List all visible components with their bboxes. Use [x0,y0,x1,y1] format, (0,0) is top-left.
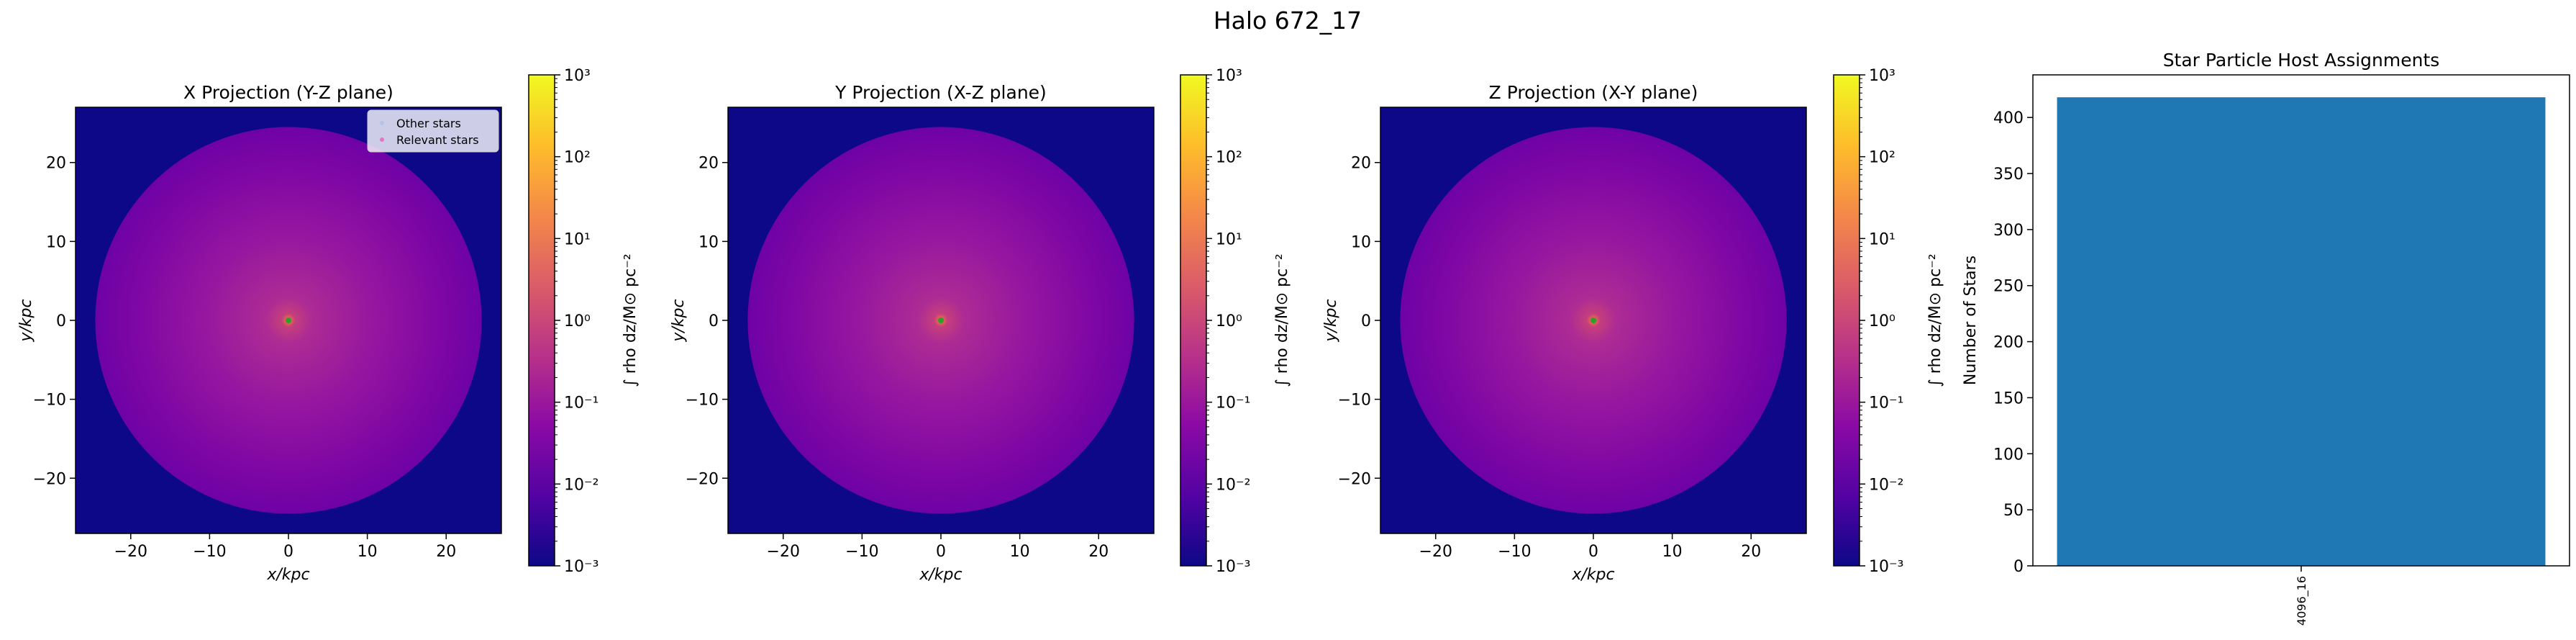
y-tick-label: 400 [1993,109,2024,127]
colorbar-tick-label: 10⁻³ [564,558,599,576]
colorbar-label: ∫ rho dz/M⊙ pc⁻² [622,253,640,387]
y-tick-label: −10 [1338,392,1371,410]
x-tick-label: 20 [436,543,456,561]
y-tick-label: 350 [1993,166,2024,184]
y-tick-label: −20 [1338,470,1371,488]
central-star-marker [286,317,291,323]
projection-panel-3: −20 −10 0 10 20 −20 −10 0 10 20 Z Projection (X-Y … [1322,67,1944,584]
colorbar-tick-label: 10³ [1216,67,1242,85]
colorbar-tick-label: 10¹ [1869,230,1895,248]
figure-title: Halo 672_17 [1214,6,1362,35]
x-axis-label: x/kpc [266,566,309,584]
y-tick-label: −10 [686,392,719,410]
colorbar-tick-label: 10⁰ [564,312,591,330]
y-tick-label: 100 [1993,446,2024,464]
projection-panel-1: −20 −10 0 10 20 −20 −10 0 10 20 X Projection (Y-Z … [17,67,640,584]
y-axis-label: Number of Stars [1962,256,1980,385]
x-tick-label: −10 [193,543,226,561]
x-tick-label: 0 [1588,543,1598,561]
x-tick-label: 20 [1741,543,1761,561]
x-axis-label: x/kpc [1571,566,1614,584]
axes-frame [2032,74,2570,567]
y-tick-label: −10 [33,392,66,410]
y-tick-label: 50 [2003,502,2024,520]
x-tick-label: −20 [114,543,147,561]
x-tick-label: −10 [1498,543,1531,561]
colorbar-tick-label: 10¹ [564,230,591,248]
panel-title: X Projection (Y-Z plane) [183,82,393,103]
colorbar-tick-label: 10⁰ [1216,312,1242,330]
colorbar-bar [1180,74,1207,567]
legend-marker-other-stars [380,121,384,125]
colorbar-tick-label: 10² [1869,149,1895,167]
y-tick-label: 10 [1351,233,1371,251]
y-tick-label: 300 [1993,222,2024,240]
colorbar-label: ∫ rho dz/M⊙ pc⁻² [1926,253,1944,387]
legend-label: Relevant stars [396,133,479,147]
y-tick-label: 200 [1993,334,2024,352]
y-tick-label: 10 [46,233,66,251]
x-tick-label: −20 [1419,543,1452,561]
colorbar: 10⁻³ 10⁻² 10⁻¹ 10⁰ 10¹ 10² 10³ ∫ rho dz/M⊙ pc⁻² [1180,67,1291,576]
legend-marker-relevant-stars [380,138,384,142]
colorbar: 10⁻³ 10⁻² 10⁻¹ 10⁰ 10¹ 10² 10³ ∫ rho dz/M⊙ pc⁻² [1833,67,1944,576]
panel-title: Z Projection (X-Y plane) [1489,82,1698,103]
colorbar-tick-label: 10⁻³ [1869,558,1903,576]
colorbar-tick-label: 10⁰ [1869,312,1895,330]
x-tick-label: 4096_16 [2295,576,2309,626]
colorbar-tick-label: 10⁻³ [1216,558,1250,576]
legend-label: Other stars [396,117,461,130]
y-axis-label: y/kpc [17,299,35,342]
y-axis-label: y/kpc [1322,299,1340,342]
y-tick-label: −20 [686,470,719,488]
y-axis-label: y/kpc [670,299,688,342]
colorbar-bar [1833,74,1860,567]
y-tick-label: 0 [56,312,66,330]
colorbar-tick-label: 10⁻² [564,476,599,494]
y-tick-label: 0 [709,312,719,330]
panel-title: Star Particle Host Assignments [2163,50,2440,71]
colorbar-tick-label: 10³ [1869,67,1895,85]
colorbar-bar [528,74,555,567]
colorbar-tick-label: 10⁻¹ [1869,395,1903,413]
bar-chart-panel: 4096_16 0 50 100 150 200 250 300 350 400 Star Part… [1962,50,2570,626]
y-tick-label: 0 [1361,312,1371,330]
colorbar-tick-label: 10⁻² [1216,476,1250,494]
y-tick-label: −20 [33,470,66,488]
colorbar-tick-label: 10² [1216,149,1242,167]
legend-box [367,109,499,153]
x-tick-label: 0 [936,543,946,561]
colorbar: 10⁻³ 10⁻² 10⁻¹ 10⁰ 10¹ 10² 10³ ∫ rho dz/M⊙ pc⁻² [528,67,640,576]
y-tick-label: 20 [698,155,719,173]
colorbar-tick-label: 10¹ [1216,230,1242,248]
colorbar-tick-label: 10⁻² [1869,476,1903,494]
colorbar-tick-label: 10³ [564,67,591,85]
y-tick-label: 0 [2013,558,2024,576]
colorbar-label: ∫ rho dz/M⊙ pc⁻² [1273,253,1291,387]
colorbar-tick-label: 10⁻¹ [564,395,599,413]
y-tick-label: 20 [1351,155,1371,173]
x-tick-label: −10 [845,543,878,561]
panel-title: Y Projection (X-Z plane) [834,82,1047,103]
x-tick-label: −20 [767,543,800,561]
y-tick-label: 250 [1993,278,2024,296]
colorbar-tick-label: 10² [564,149,591,167]
x-tick-label: 20 [1088,543,1109,561]
y-tick-label: 150 [1993,389,2024,407]
projection-panel-2: −20 −10 0 10 20 −20 −10 0 10 20 Y Projection (X-Z … [670,67,1291,584]
bar [2057,97,2546,567]
x-axis-label: x/kpc [919,566,962,584]
legend: Other stars Relevant stars [367,109,499,153]
x-tick-label: 0 [283,543,293,561]
colorbar-tick-label: 10⁻¹ [1216,395,1250,413]
central-star-marker [938,317,944,323]
y-tick-label: 10 [698,233,719,251]
x-tick-label: 10 [1010,543,1030,561]
x-tick-label: 10 [1662,543,1683,561]
x-tick-label: 10 [358,543,378,561]
central-star-marker [1590,317,1596,323]
y-tick-label: 20 [46,155,66,173]
